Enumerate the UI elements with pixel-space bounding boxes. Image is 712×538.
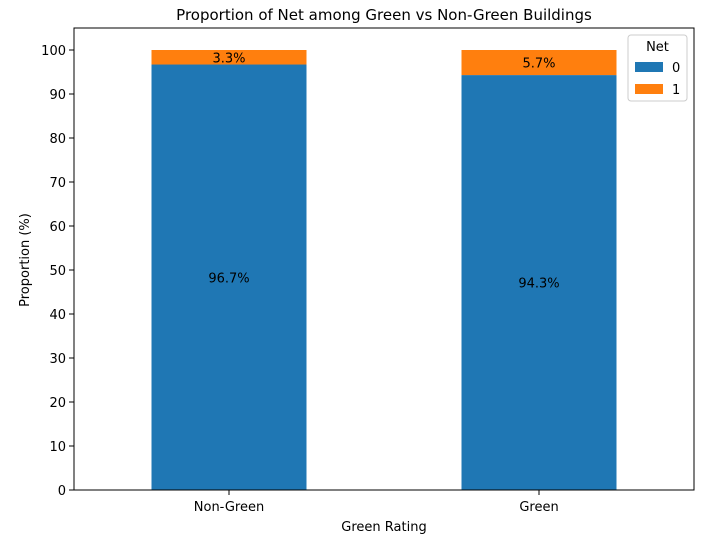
bar-data-label: 5.7%	[522, 57, 555, 72]
bar-green-net-0	[461, 75, 617, 490]
y-tick-label: 90	[49, 88, 66, 103]
plot-area: 96.7%3.3%94.3%5.7%0102030405060708090100…	[41, 27, 695, 515]
y-tick-label: 40	[49, 308, 66, 323]
y-tick-label: 50	[49, 264, 66, 279]
y-tick-label: 70	[49, 176, 66, 191]
x-axis-label: Green Rating	[341, 520, 426, 535]
bar-non-green-net-0	[151, 64, 307, 491]
x-tick-label: Non-Green	[194, 500, 264, 515]
y-tick-label: 30	[49, 352, 66, 367]
bar-green-net-1	[461, 50, 617, 76]
y-tick-label: 80	[49, 132, 66, 147]
bar-data-label: 96.7%	[208, 271, 249, 286]
y-tick-label: 60	[49, 220, 66, 235]
y-tick-label: 100	[41, 44, 66, 59]
legend-swatch-net-0	[635, 62, 663, 72]
chart-title: Proportion of Net among Green vs Non-Gre…	[176, 6, 592, 24]
legend-label: 0	[672, 61, 680, 76]
y-tick-label: 0	[58, 484, 66, 499]
y-axis-label: Proportion (%)	[18, 213, 33, 307]
bar-non-green-net-1	[151, 50, 307, 65]
y-tick-label: 10	[49, 440, 66, 455]
x-tick-label: Green	[519, 500, 558, 515]
legend-label: 1	[672, 83, 680, 98]
bar-data-label: 3.3%	[212, 51, 245, 66]
axes-frame	[73, 27, 695, 491]
y-tick-label: 20	[49, 396, 66, 411]
legend-title: Net	[646, 40, 669, 55]
legend-swatch-net-1	[635, 84, 663, 94]
bar-data-label: 94.3%	[518, 277, 559, 292]
